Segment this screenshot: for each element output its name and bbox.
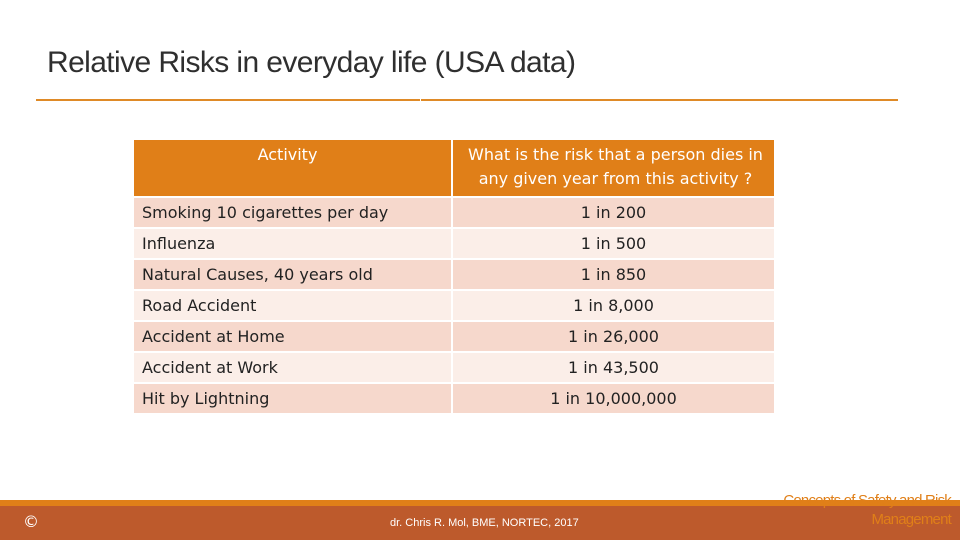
table-row: Accident at Work 1 in 43,500	[134, 351, 774, 382]
title-underline-right	[421, 99, 898, 101]
activity-cell: Road Accident	[134, 289, 453, 320]
risk-cell: 1 in 26,000	[453, 320, 774, 351]
header-activity: Activity	[134, 140, 453, 196]
header-risk: What is the risk that a person dies in a…	[453, 140, 774, 196]
activity-cell: Accident at Home	[134, 320, 453, 351]
table-row: Smoking 10 cigarettes per day 1 in 200	[134, 196, 774, 227]
footer-course-line-2: Management	[871, 511, 951, 528]
risk-cell: 1 in 10,000,000	[453, 382, 774, 413]
risk-cell: 1 in 200	[453, 196, 774, 227]
activity-cell: Natural Causes, 40 years old	[134, 258, 453, 289]
activity-cell: Smoking 10 cigarettes per day	[134, 196, 453, 227]
risk-table: Activity What is the risk that a person …	[134, 140, 774, 413]
footer-band	[0, 506, 960, 540]
slide-title: Relative Risks in everyday life (USA dat…	[47, 46, 576, 79]
footer-course-line-1: Concepts of Safety and Risk	[783, 492, 951, 509]
risk-cell: 1 in 8,000	[453, 289, 774, 320]
footer-bar	[0, 500, 960, 540]
table-header-row: Activity What is the risk that a person …	[134, 140, 774, 196]
footer-accent-stripe	[0, 500, 960, 506]
footer-course-title: Concepts of Safety and Risk Management	[711, 491, 951, 529]
activity-cell: Accident at Work	[134, 351, 453, 382]
title-underline-left	[36, 99, 420, 101]
table-row: Accident at Home 1 in 26,000	[134, 320, 774, 351]
table-row: Hit by Lightning 1 in 10,000,000	[134, 382, 774, 413]
activity-cell: Hit by Lightning	[134, 382, 453, 413]
copyright-icon: ©	[23, 512, 39, 531]
table-row: Road Accident 1 in 8,000	[134, 289, 774, 320]
activity-cell: Influenza	[134, 227, 453, 258]
risk-cell: 1 in 850	[453, 258, 774, 289]
table-row: Natural Causes, 40 years old 1 in 850	[134, 258, 774, 289]
risk-cell: 1 in 43,500	[453, 351, 774, 382]
risk-cell: 1 in 500	[453, 227, 774, 258]
footer-author: dr. Chris R. Mol, BME, NORTEC, 2017	[390, 517, 579, 529]
table-row: Influenza 1 in 500	[134, 227, 774, 258]
